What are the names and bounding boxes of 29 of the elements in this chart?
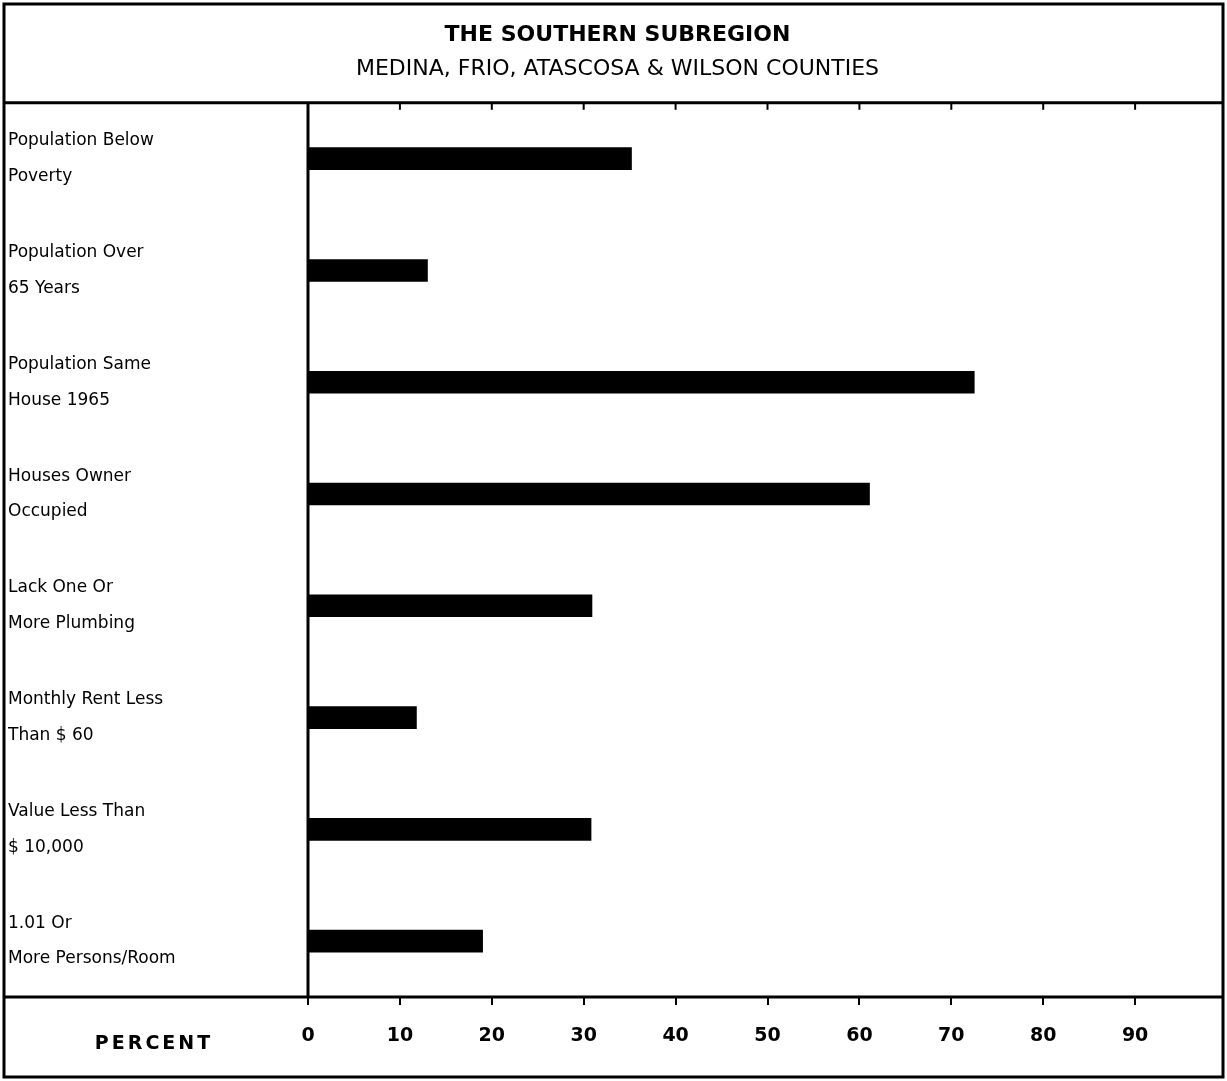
chart-title: THE SOUTHERN SUBREGION — [444, 20, 791, 46]
x-tick-label: 10 — [386, 1023, 414, 1046]
bar — [308, 370, 975, 394]
x-tick-label: 90 — [1121, 1023, 1149, 1046]
x-tick-label: 20 — [478, 1023, 506, 1046]
y-tick-label: Houses Owner Occupied — [8, 464, 132, 521]
bar — [308, 706, 417, 729]
bar — [308, 147, 632, 171]
chart-subtitle: MEDINA, FRIO, ATASCOSA & WILSON COUNTIES — [355, 55, 880, 81]
y-tick-label: Value Less Than $ 10,000 — [8, 799, 146, 856]
bar — [308, 594, 593, 618]
bar — [308, 818, 592, 841]
x-tick-label: 30 — [570, 1023, 597, 1046]
x-tick-label: 70 — [938, 1023, 965, 1046]
y-tick-label: Lack One Or More Plumbing — [8, 576, 135, 633]
bar — [308, 929, 483, 953]
y-tick-label: 1.01 Or More Persons/Room — [8, 911, 176, 968]
y-tick-label: Population Over 65 Years — [8, 241, 144, 297]
x-tick-label: 80 — [1029, 1023, 1057, 1046]
y-tick-label: Population Same House 1965 — [8, 352, 151, 409]
bar — [308, 259, 428, 282]
y-tick-label: Population Below Poverty — [8, 129, 154, 185]
x-tick-label: 40 — [662, 1023, 689, 1046]
x-tick-label: 0 — [301, 1023, 315, 1046]
bar — [308, 482, 870, 506]
y-tick-label: Monthly Rent Less Than $ 60 — [7, 688, 164, 744]
x-tick-label: 60 — [846, 1023, 873, 1046]
x-tick-label: 50 — [754, 1023, 781, 1046]
x-axis-title: PERCENT — [94, 1030, 214, 1053]
